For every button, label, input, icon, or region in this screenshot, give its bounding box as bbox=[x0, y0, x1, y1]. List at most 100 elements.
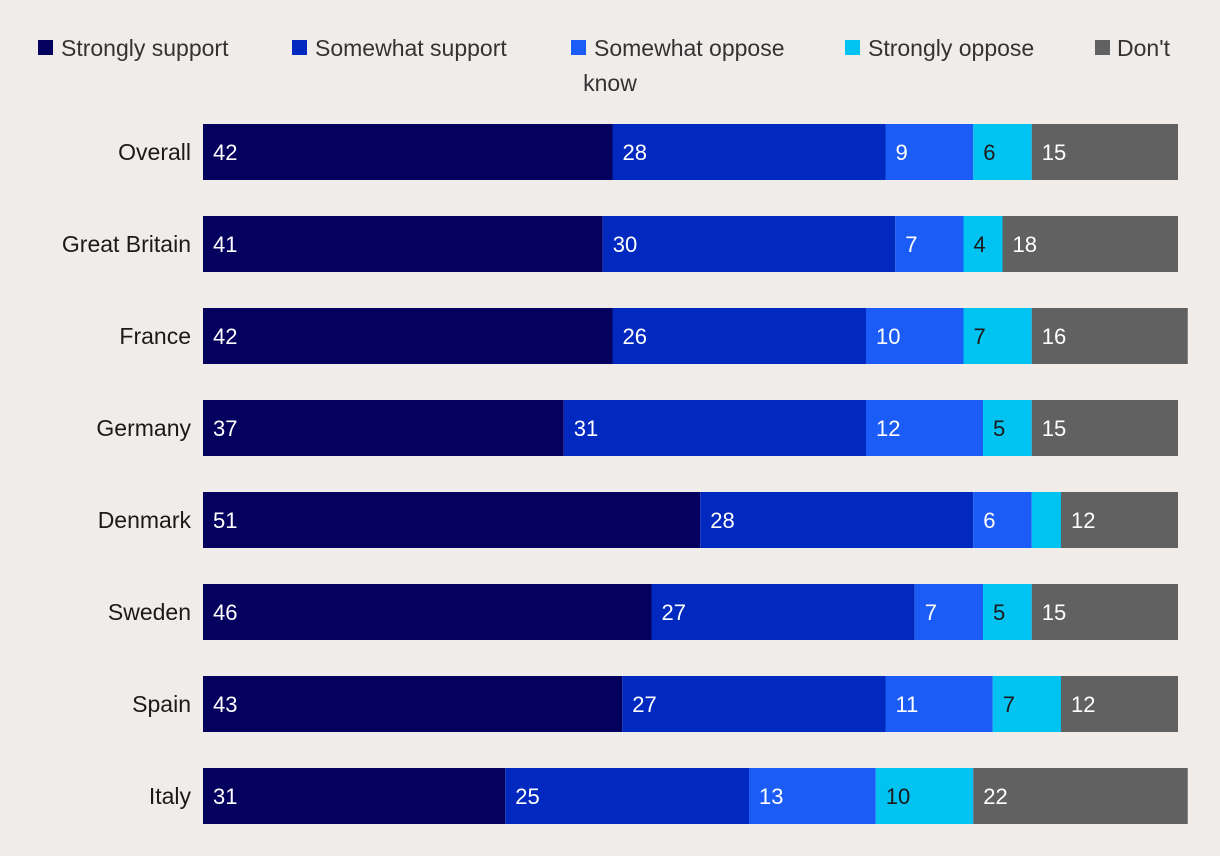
data-label-germany-strongly-oppose: 5 bbox=[993, 416, 1005, 441]
bar-germany-strongly-oppose bbox=[983, 400, 1032, 456]
data-label-sweden-strongly-oppose: 5 bbox=[993, 600, 1005, 625]
data-label-italy-somewhat-oppose: 13 bbox=[759, 784, 783, 809]
bar-italy-strongly-support bbox=[203, 768, 506, 824]
legend: Strongly support Somewhat support Somewhat… bbox=[38, 35, 1171, 96]
bar-denmark-somewhat-oppose bbox=[973, 492, 1032, 548]
data-label-france-somewhat-support: 26 bbox=[623, 324, 647, 349]
data-label-denmark-somewhat-support: 28 bbox=[710, 508, 734, 533]
legend-entry-strongly-oppose: Strongly oppose bbox=[868, 35, 1034, 61]
data-label-spain-somewhat-support: 27 bbox=[632, 692, 656, 717]
bar-france-strongly-oppose bbox=[963, 308, 1032, 364]
data-label-germany-somewhat-support: 31 bbox=[574, 416, 598, 441]
data-label-sweden-somewhat-oppose: 7 bbox=[925, 600, 937, 625]
legend-entry-somewhat-oppose: Somewhat oppose bbox=[594, 35, 785, 61]
data-label-great-britain-strongly-support: 41 bbox=[213, 232, 237, 257]
data-label-great-britain-somewhat-oppose: 7 bbox=[905, 232, 917, 257]
legend-entry-somewhat-support: Somewhat support bbox=[315, 35, 507, 61]
bar-great-britain-somewhat-oppose bbox=[895, 216, 964, 272]
bar-sweden-somewhat-oppose bbox=[914, 584, 983, 640]
data-label-sweden-strongly-support: 46 bbox=[213, 600, 237, 625]
category-label-france: France bbox=[119, 323, 191, 349]
data-label-denmark-don-t-know: 12 bbox=[1071, 508, 1095, 533]
bar-overall-strongly-support bbox=[203, 124, 613, 180]
bar-germany-somewhat-oppose bbox=[866, 400, 983, 456]
bar-denmark-strongly-support bbox=[203, 492, 701, 548]
bar-spain-somewhat-support bbox=[622, 676, 886, 732]
bar-germany-somewhat-support bbox=[563, 400, 866, 456]
bar-great-britain-somewhat-support bbox=[602, 216, 896, 272]
bar-germany-strongly-support bbox=[203, 400, 564, 456]
data-label-italy-don-t-know: 22 bbox=[983, 784, 1007, 809]
bar-sweden-strongly-support bbox=[203, 584, 652, 640]
data-label-france-strongly-oppose: 7 bbox=[974, 324, 986, 349]
data-label-spain-somewhat-oppose: 11 bbox=[896, 692, 919, 717]
bar-overall-strongly-oppose bbox=[973, 124, 1032, 180]
data-label-germany-strongly-support: 37 bbox=[213, 416, 237, 441]
bar-italy-somewhat-support bbox=[505, 768, 749, 824]
data-label-italy-strongly-support: 31 bbox=[213, 784, 237, 809]
data-label-overall-don-t-know: 15 bbox=[1042, 140, 1066, 165]
bar-italy-somewhat-oppose bbox=[749, 768, 876, 824]
bar-france-strongly-support bbox=[203, 308, 613, 364]
bar-france-somewhat-support bbox=[612, 308, 866, 364]
data-label-overall-somewhat-support: 28 bbox=[623, 140, 647, 165]
bar-spain-strongly-support bbox=[203, 676, 623, 732]
bar-spain-somewhat-oppose bbox=[885, 676, 993, 732]
category-label-overall: Overall bbox=[118, 139, 191, 165]
bar-denmark-strongly-oppose bbox=[1031, 492, 1061, 548]
bar-overall-somewhat-support bbox=[612, 124, 886, 180]
data-label-overall-strongly-oppose: 6 bbox=[983, 140, 995, 165]
category-labels: Overall Great Britain France Germany Denmark… bbox=[62, 139, 192, 809]
category-label-italy: Italy bbox=[149, 783, 192, 809]
data-label-france-strongly-support: 42 bbox=[213, 324, 237, 349]
data-label-spain-strongly-support: 43 bbox=[213, 692, 237, 717]
data-label-france-somewhat-oppose: 10 bbox=[876, 324, 900, 349]
bar-denmark-don-t-know bbox=[1061, 492, 1178, 548]
category-label-great-britain: Great Britain bbox=[62, 231, 191, 257]
legend-swatch-somewhat-support bbox=[292, 40, 307, 55]
bar-sweden-strongly-oppose bbox=[983, 584, 1032, 640]
data-label-great-britain-don-t-know: 18 bbox=[1013, 232, 1037, 257]
data-label-overall-strongly-support: 42 bbox=[213, 140, 237, 165]
bar-france-don-t-know bbox=[1031, 308, 1188, 364]
bars: 42 28 9 6 15 41 30 7 4 18 42 26 10 7 16 37 31 12 5 15 51 28 6 1… bbox=[203, 124, 1188, 824]
bar-spain-don-t-know bbox=[1061, 676, 1178, 732]
legend-swatch-don-t-know bbox=[1095, 40, 1110, 55]
bar-spain-strongly-oppose bbox=[992, 676, 1061, 732]
bar-great-britain-strongly-oppose bbox=[963, 216, 1003, 272]
legend-swatch-strongly-oppose bbox=[845, 40, 860, 55]
legend-entry-don-t-know: Don't know bbox=[583, 35, 1170, 96]
bar-italy-don-t-know bbox=[973, 768, 1188, 824]
data-label-italy-strongly-oppose: 10 bbox=[886, 784, 910, 809]
data-label-italy-somewhat-support: 25 bbox=[515, 784, 539, 809]
category-label-sweden: Sweden bbox=[108, 599, 191, 625]
data-label-great-britain-somewhat-support: 30 bbox=[613, 232, 637, 257]
data-label-germany-somewhat-oppose: 12 bbox=[876, 416, 900, 441]
data-label-denmark-somewhat-oppose: 6 bbox=[983, 508, 995, 533]
bar-great-britain-don-t-know bbox=[1002, 216, 1178, 272]
legend-entry-strongly-support: Strongly support bbox=[61, 35, 229, 61]
bar-germany-don-t-know bbox=[1031, 400, 1178, 456]
bar-france-somewhat-oppose bbox=[866, 308, 964, 364]
data-label-germany-don-t-know: 15 bbox=[1042, 416, 1066, 441]
data-label-overall-somewhat-oppose: 9 bbox=[896, 140, 908, 165]
bar-denmark-somewhat-support bbox=[700, 492, 974, 548]
data-label-sweden-don-t-know: 15 bbox=[1042, 600, 1066, 625]
bar-italy-strongly-oppose bbox=[875, 768, 974, 824]
data-label-sweden-somewhat-support: 27 bbox=[662, 600, 686, 625]
data-label-spain-don-t-know: 12 bbox=[1071, 692, 1095, 717]
category-label-spain: Spain bbox=[132, 691, 191, 717]
bar-overall-don-t-know bbox=[1031, 124, 1178, 180]
legend-swatch-strongly-support bbox=[38, 40, 53, 55]
data-label-spain-strongly-oppose: 7 bbox=[1003, 692, 1015, 717]
data-label-france-don-t-know: 16 bbox=[1042, 324, 1066, 349]
data-label-denmark-strongly-support: 51 bbox=[213, 508, 237, 533]
bar-sweden-somewhat-support bbox=[651, 584, 915, 640]
bar-great-britain-strongly-support bbox=[203, 216, 603, 272]
bar-sweden-don-t-know bbox=[1031, 584, 1178, 640]
legend-swatch-somewhat-oppose bbox=[571, 40, 586, 55]
category-label-germany: Germany bbox=[96, 415, 191, 441]
category-label-denmark: Denmark bbox=[98, 507, 192, 533]
data-label-great-britain-strongly-oppose: 4 bbox=[974, 232, 986, 257]
